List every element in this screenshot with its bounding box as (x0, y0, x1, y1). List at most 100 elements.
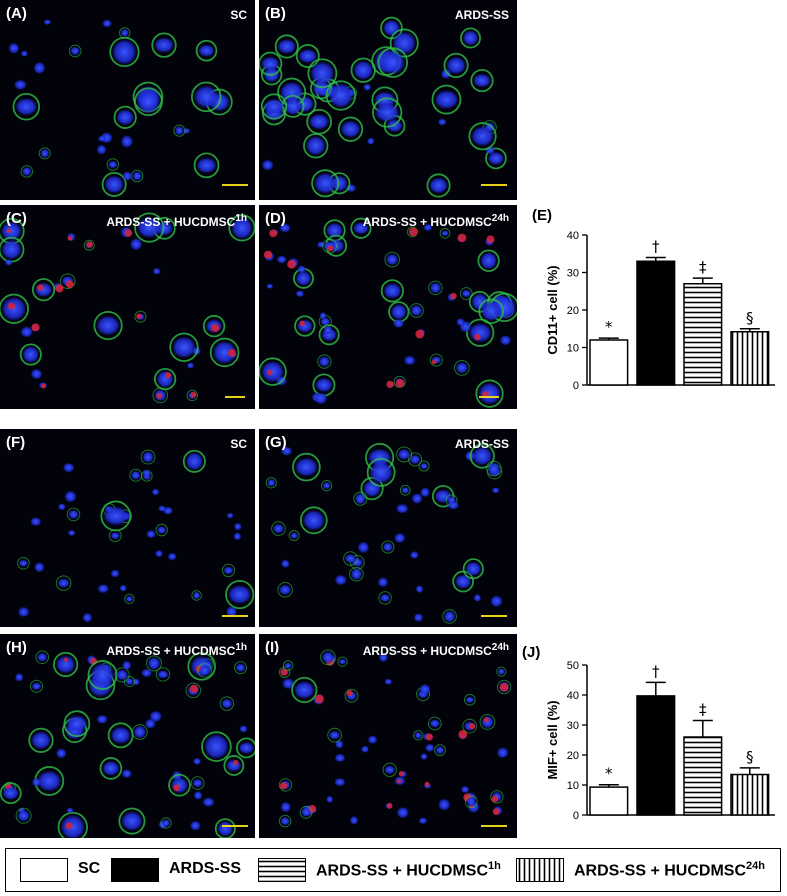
cell (30, 368, 43, 380)
cell (33, 61, 46, 75)
panel-label-a: (A) (6, 5, 27, 22)
scale-bar (481, 825, 507, 827)
cell (475, 379, 504, 408)
cell (492, 805, 503, 816)
significance-marker: * (605, 765, 613, 783)
micrograph-panel-h: (H) ARDS-SS + HUCDMSC1h (0, 634, 255, 838)
cell (195, 39, 218, 62)
cell (393, 375, 406, 388)
bar-chart-cd11: 0 10 20 30 40 CD11+ cell (%) * † ‡ § (545, 230, 775, 392)
cell (97, 583, 110, 594)
cells-image (265, 443, 503, 624)
panel-label-h: (H) (6, 639, 27, 656)
cell (409, 303, 424, 318)
cell (57, 811, 88, 838)
cell (403, 355, 416, 366)
cell (34, 561, 45, 573)
significance-marker: § (746, 748, 754, 766)
y-tick-label: 0 (573, 380, 579, 392)
micrograph-panel-c: (C) ARDS-SS + HUCDMSC1h (0, 205, 255, 409)
cell (460, 785, 470, 794)
cell (334, 777, 346, 787)
cell (278, 814, 292, 828)
cell (119, 27, 131, 39)
cell (93, 310, 123, 341)
cell (473, 593, 482, 602)
cell (158, 505, 167, 512)
cell (406, 226, 418, 238)
cell (469, 443, 495, 469)
cell (280, 801, 292, 813)
cell (0, 293, 30, 324)
cell (20, 165, 34, 178)
micrograph-panel-d: (D) ARDS-SS + HUCDMSC24h (259, 205, 517, 409)
cell (192, 757, 202, 765)
panel-label-g: (G) (265, 434, 287, 451)
cell (470, 68, 494, 93)
cell (399, 484, 411, 496)
cell (422, 732, 433, 741)
cell (266, 283, 274, 289)
bar (589, 786, 629, 816)
cell (334, 574, 347, 586)
cell (219, 696, 235, 711)
cell (155, 667, 171, 682)
cell (99, 757, 123, 780)
cell (30, 323, 41, 332)
cell (182, 449, 206, 473)
cell (167, 552, 177, 561)
cell (109, 36, 140, 68)
cell (384, 678, 393, 685)
cell (225, 580, 255, 610)
cell (17, 556, 30, 570)
cell (322, 238, 338, 254)
cell (113, 105, 137, 129)
cell (228, 348, 237, 359)
cell (477, 249, 500, 272)
cell (120, 226, 133, 238)
chart-label-e: (E) (532, 207, 552, 224)
cell (234, 661, 248, 675)
cell (129, 468, 143, 482)
cell (228, 214, 255, 242)
cell (434, 744, 446, 757)
cell (169, 332, 199, 362)
cell (151, 32, 177, 58)
cell (38, 147, 51, 160)
cell (281, 559, 290, 568)
cell (447, 292, 457, 302)
cell (134, 310, 147, 323)
cell (297, 265, 306, 274)
cell (427, 716, 442, 731)
cell (189, 820, 201, 831)
cell (411, 493, 423, 504)
cell (437, 118, 447, 126)
panel-title-c: ARDS-SS + HUCDMSC1h (106, 213, 247, 229)
cells-image (278, 649, 512, 828)
cell (372, 97, 403, 128)
cell (442, 609, 457, 624)
cell (82, 612, 93, 623)
cell (63, 710, 91, 738)
scale-bar (222, 184, 248, 186)
cell (100, 500, 132, 532)
cell (12, 92, 41, 121)
y-tick-label: 0 (573, 810, 579, 822)
panel-title-g: ARDS-SS (454, 437, 509, 451)
cell (146, 529, 156, 539)
cell (452, 570, 474, 593)
cell (152, 387, 169, 404)
cell (57, 503, 66, 511)
cell (428, 280, 443, 296)
bar (636, 260, 676, 386)
cell (385, 802, 393, 809)
cell (226, 512, 234, 519)
cell (66, 807, 74, 814)
bar-chart-mif: 0 10 20 30 40 50 MIF+ cell (%) * † ‡ § (545, 660, 775, 822)
micrograph-panel-a: (A) SC (0, 0, 255, 200)
micrograph-panel-f: (F) SC (0, 429, 255, 627)
panel-label-d: (D) (265, 210, 286, 227)
cell (382, 762, 397, 778)
cell (122, 171, 133, 182)
y-tick-label: 40 (567, 230, 579, 242)
